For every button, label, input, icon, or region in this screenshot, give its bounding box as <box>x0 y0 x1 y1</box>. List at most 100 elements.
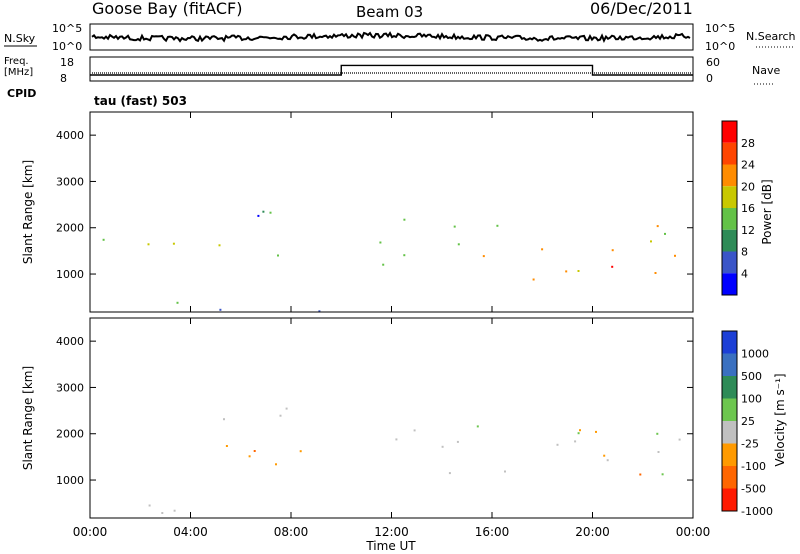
x-tick-label: 08:00 <box>274 525 309 539</box>
echo-cell <box>603 454 606 457</box>
colorbar-frame <box>721 120 738 296</box>
echo-cell <box>147 243 150 246</box>
nave-tick-bottom: 0 <box>706 72 713 85</box>
nsky-tick-bottom: 10^0 <box>52 40 82 53</box>
nave-tick-top: 60 <box>706 56 720 69</box>
colorbar-segment <box>722 421 737 444</box>
echo-cell <box>277 254 279 257</box>
power-yticks: 1000 2000 3000 4000 <box>56 129 693 281</box>
echo-cell <box>161 512 164 514</box>
colorbar-segment <box>722 164 737 187</box>
power-colorbar: 4 8 12 16 20 24 28 <box>721 120 755 296</box>
nsky-series <box>91 31 691 44</box>
colorbar-segment <box>722 398 737 421</box>
echo-cell <box>639 473 642 476</box>
colorbar-tick-label: 100 <box>741 393 762 406</box>
colorbar-tick-label: 12 <box>741 224 755 237</box>
velocity-ylabel: Slant Range [km] <box>21 366 35 470</box>
echo-cell <box>657 451 660 453</box>
echo-cell <box>579 429 581 432</box>
header-date: 06/Dec/2011 <box>590 0 693 18</box>
echo-cell <box>253 450 256 452</box>
nsearch-label: N.Search <box>746 30 796 43</box>
echo-cell <box>650 240 652 243</box>
echo-cell <box>269 211 272 214</box>
colorbar-tick-label: -500 <box>741 483 766 496</box>
nave-label: Nave <box>752 64 780 77</box>
colorbar-tick-label: 1000 <box>741 348 769 361</box>
nsearch-tick-bottom: 10^0 <box>705 40 735 53</box>
y-tick-label: 1000 <box>56 474 84 487</box>
echo-cell <box>403 218 406 221</box>
echo-cell <box>218 244 221 247</box>
echo-cell <box>664 232 666 235</box>
freq-series <box>90 64 693 76</box>
x-tick-label: 00:00 <box>73 525 108 539</box>
colorbar-segment <box>722 229 737 252</box>
echo-cell <box>172 242 175 245</box>
x-axis-label: Time UT <box>365 539 416 553</box>
echo-cell <box>656 432 659 435</box>
colorbar-segment <box>722 121 737 143</box>
x-axis-ticks: 00:00 04:00 08:00 12:00 16:00 20:00 00:00 <box>73 112 710 539</box>
echo-cell <box>678 438 681 441</box>
echo-cell <box>654 272 657 274</box>
y-tick-label: 4000 <box>56 129 84 142</box>
freq-frame <box>89 56 694 82</box>
echo-cell <box>504 470 506 473</box>
freq-tick-bottom: 8 <box>60 72 67 85</box>
y-tick-label: 2000 <box>56 222 84 235</box>
echo-cell <box>611 249 614 252</box>
colorbar-segment <box>722 251 737 274</box>
echo-cell <box>482 255 485 258</box>
colorbar-segment <box>722 466 737 489</box>
colorbar-segment <box>722 376 737 399</box>
echo-cell <box>541 248 544 251</box>
colorbar-tick-label: 24 <box>741 159 755 172</box>
colorbar-segment <box>722 443 737 466</box>
velocity-colorbar-label: Velocity [m s⁻¹] <box>773 373 787 466</box>
freq-panel: Freq. [MHz] 18 8 60 0 Nave CPID tau (fas… <box>4 56 780 108</box>
cpid-label: CPID <box>7 87 36 100</box>
power-panel: 1000 2000 3000 4000 Slant Range [km] 4 8 12 16… <box>21 111 774 313</box>
echo-cell <box>223 418 225 421</box>
power-colorbar-label: Power [dB] <box>760 179 774 244</box>
power-frame <box>89 111 694 313</box>
echo-cell <box>656 225 659 228</box>
header-station: Goose Bay (fitACF) <box>92 0 242 18</box>
velocity-yticks: 1000 2000 3000 4000 <box>56 335 693 487</box>
colorbar-tick-label: 16 <box>741 202 755 215</box>
echo-cell <box>285 407 288 410</box>
colorbar-segment <box>722 208 737 230</box>
colorbar-segment <box>722 273 737 295</box>
colorbar-segment <box>722 488 737 511</box>
colorbar-frame <box>721 330 738 512</box>
y-tick-label: 3000 <box>56 381 84 394</box>
echo-cell <box>611 265 614 268</box>
x-tick-label: 16:00 <box>475 525 510 539</box>
nsky-tick-top: 10^5 <box>52 22 82 35</box>
power-echoes <box>102 210 676 313</box>
echo-cell <box>248 455 251 458</box>
colorbar-segment <box>722 142 737 165</box>
echo-cell <box>577 432 580 435</box>
nsky-panel: N.Sky 10^5 10^0 10^5 10^0 N.Search <box>4 22 796 53</box>
freq-tick-top: 18 <box>60 56 74 69</box>
colorbar-tick-label: -100 <box>741 460 766 473</box>
echo-cell <box>496 224 499 227</box>
colorbar-tick-label: 4 <box>741 267 748 280</box>
echo-cell <box>574 440 577 443</box>
colorbar-tick-label: 8 <box>741 246 748 259</box>
echo-cell <box>102 238 105 241</box>
echo-cell <box>382 263 385 266</box>
freq-label-1: Freq. <box>4 56 29 67</box>
y-tick-label: 3000 <box>56 175 84 188</box>
echo-cell <box>577 270 580 272</box>
colorbar-segment <box>722 331 737 354</box>
echo-cell <box>532 278 535 281</box>
colorbar-tick-label: -1000 <box>741 505 773 518</box>
echo-cell <box>453 225 456 228</box>
echo-cell <box>318 310 321 313</box>
y-tick-label: 2000 <box>56 428 84 441</box>
